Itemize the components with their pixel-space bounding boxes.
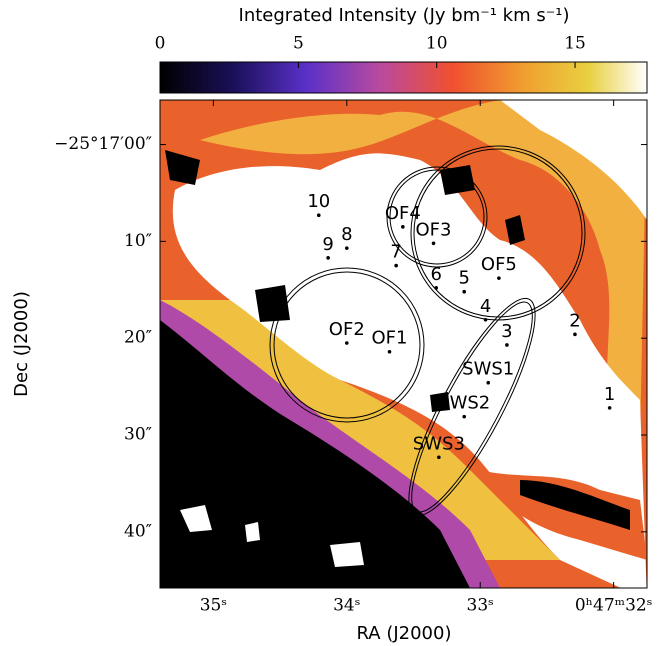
source-label: 10 bbox=[307, 191, 330, 212]
source bbox=[316, 213, 321, 218]
source bbox=[505, 343, 509, 347]
source-label: OF5 bbox=[481, 254, 517, 275]
y-tick-label: 20″ bbox=[124, 328, 152, 348]
x-tick-label: 35ˢ bbox=[200, 596, 227, 616]
source bbox=[434, 286, 438, 290]
source-label: 7 bbox=[390, 242, 401, 263]
source-label: 9 bbox=[322, 234, 333, 255]
source bbox=[486, 380, 491, 385]
source bbox=[431, 241, 436, 246]
source bbox=[401, 225, 405, 229]
y-tick-label: 30″ bbox=[124, 425, 152, 445]
source-label: 8 bbox=[341, 224, 352, 245]
source-label: 4 bbox=[480, 296, 491, 317]
source bbox=[387, 349, 392, 354]
source-label: SWS1 bbox=[462, 359, 514, 380]
colorbar-tick-label: 10 bbox=[426, 34, 448, 54]
source-label: SWS2 bbox=[438, 393, 490, 414]
source bbox=[326, 256, 330, 260]
colorbar-tick-label: 15 bbox=[564, 34, 586, 54]
source-label: 2 bbox=[569, 310, 580, 331]
source bbox=[394, 263, 398, 268]
source-label: SWS3 bbox=[413, 433, 465, 454]
colorbar bbox=[159, 61, 648, 94]
x-axis-label: RA (J2000) bbox=[357, 623, 452, 644]
intensity-map bbox=[160, 100, 647, 588]
source-label: OF2 bbox=[329, 319, 365, 340]
x-tick-label: 0ʰ47ᵐ32ˢ bbox=[575, 596, 653, 616]
x-tick-label: 33ˢ bbox=[467, 596, 494, 616]
source bbox=[607, 406, 612, 410]
source bbox=[344, 246, 349, 250]
source-label: OF3 bbox=[416, 219, 452, 240]
source bbox=[497, 276, 501, 280]
colorbar-tick-label: 0 bbox=[155, 34, 166, 54]
source bbox=[437, 455, 441, 460]
y-tick-label: −25°17′00″ bbox=[54, 134, 152, 154]
source bbox=[483, 317, 488, 322]
source-label: 5 bbox=[458, 268, 469, 289]
y-tick-label: 10″ bbox=[124, 231, 152, 251]
x-tick-label: 34ˢ bbox=[333, 596, 360, 616]
source bbox=[344, 341, 349, 345]
plot-frame bbox=[159, 99, 648, 589]
source bbox=[462, 414, 467, 419]
source-label: 3 bbox=[501, 321, 512, 342]
source bbox=[573, 332, 577, 337]
regions bbox=[269, 145, 586, 517]
source-label: OF4 bbox=[385, 203, 421, 224]
source-label: 1 bbox=[604, 384, 615, 405]
colorbar-tick-label: 5 bbox=[293, 34, 304, 54]
colorbar-label: Integrated Intensity (Jy bm⁻¹ km s⁻¹) bbox=[239, 5, 570, 26]
source-label: 6 bbox=[430, 264, 441, 285]
source-label: OF1 bbox=[371, 328, 407, 349]
source bbox=[462, 289, 467, 294]
y-tick-label: 40″ bbox=[124, 521, 152, 541]
y-axis-label: Dec (J2000) bbox=[11, 291, 32, 397]
